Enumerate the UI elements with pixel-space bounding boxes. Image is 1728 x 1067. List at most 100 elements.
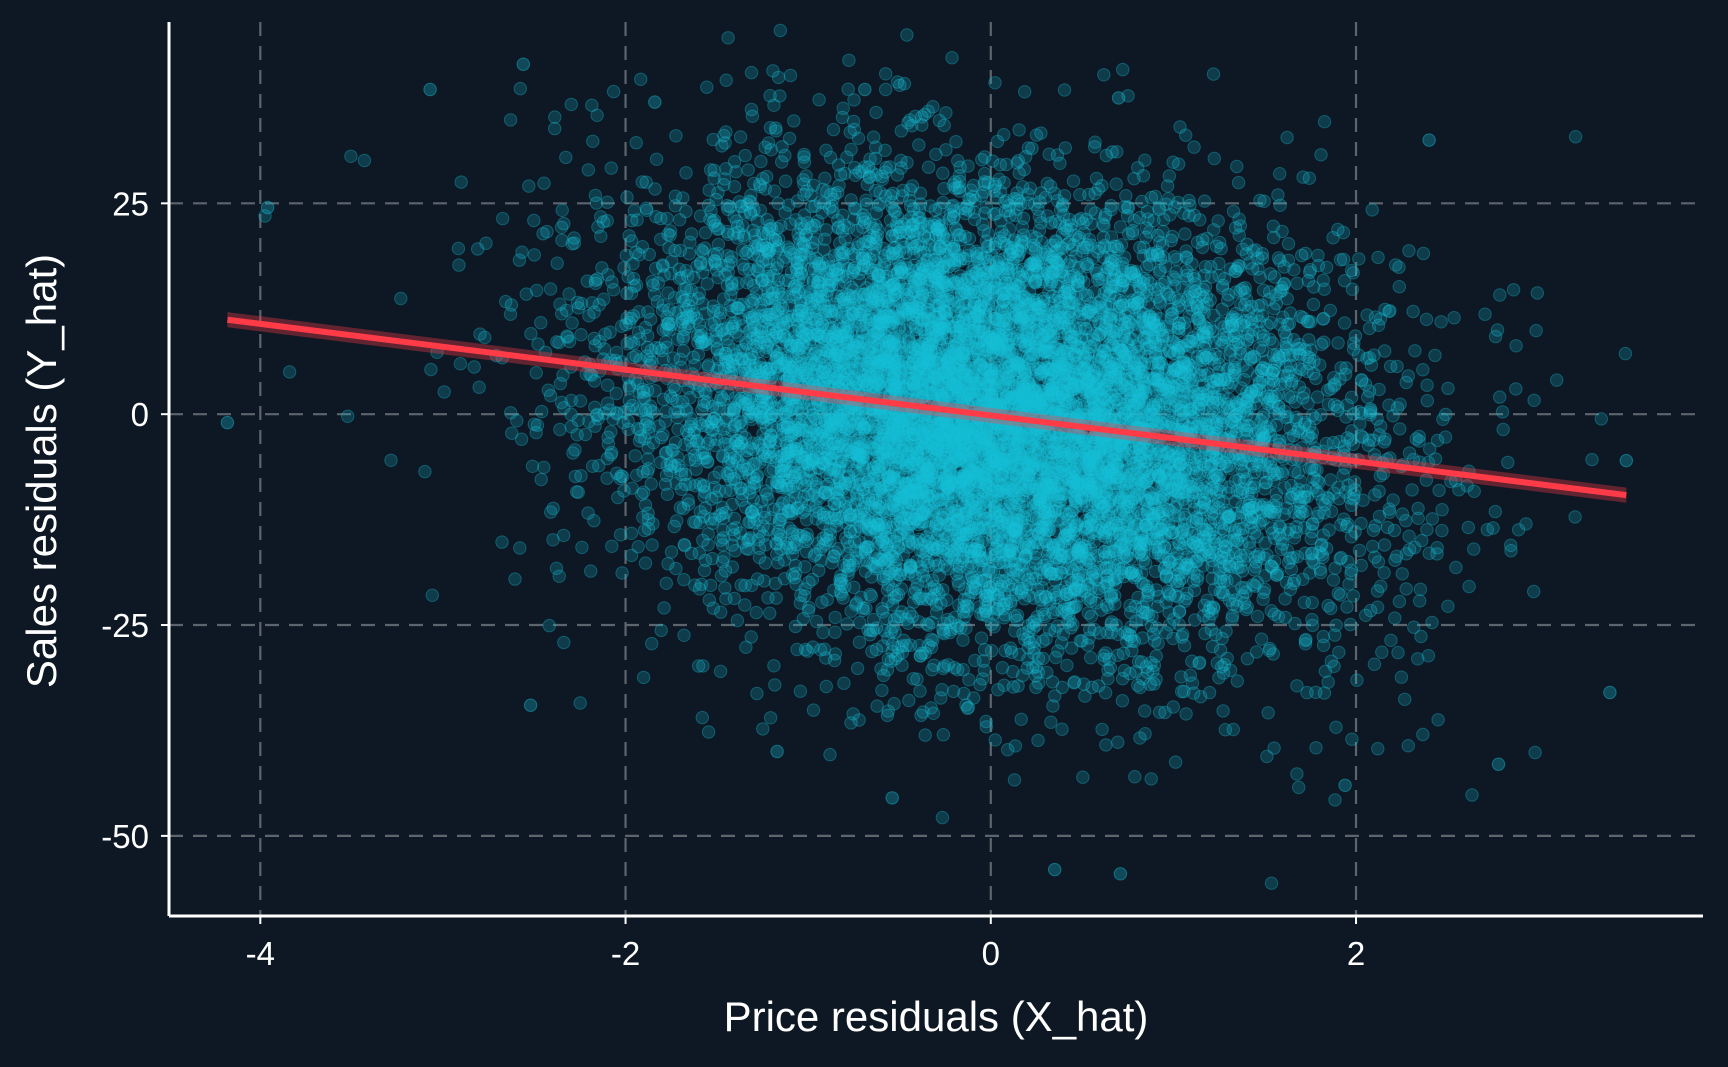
data-point bbox=[867, 361, 881, 375]
data-point bbox=[1432, 483, 1446, 498]
data-point bbox=[751, 369, 766, 383]
data-point bbox=[604, 161, 618, 175]
data-point bbox=[1519, 517, 1533, 531]
data-point bbox=[1329, 720, 1343, 734]
data-point bbox=[934, 307, 948, 321]
data-point bbox=[1043, 596, 1057, 610]
data-point bbox=[1305, 408, 1319, 422]
data-point bbox=[1467, 542, 1481, 556]
data-point bbox=[755, 395, 769, 409]
data-point bbox=[1045, 367, 1059, 381]
data-point bbox=[1025, 479, 1039, 494]
data-point bbox=[1086, 329, 1100, 343]
data-point bbox=[879, 477, 893, 492]
data-point bbox=[878, 329, 892, 344]
data-point bbox=[826, 122, 841, 137]
data-point bbox=[543, 388, 558, 403]
data-point bbox=[889, 455, 903, 469]
data-point bbox=[937, 181, 951, 196]
data-point bbox=[1221, 459, 1236, 473]
data-point bbox=[805, 421, 819, 435]
data-point bbox=[1051, 644, 1065, 658]
data-point bbox=[902, 484, 916, 498]
data-point bbox=[728, 391, 742, 405]
data-point bbox=[1103, 286, 1118, 300]
data-point bbox=[978, 468, 993, 482]
data-point bbox=[800, 527, 814, 541]
data-point bbox=[966, 370, 980, 384]
data-point bbox=[1220, 363, 1235, 377]
data-point bbox=[1002, 198, 1016, 213]
data-point bbox=[1172, 605, 1187, 619]
data-point bbox=[1233, 283, 1248, 298]
data-point bbox=[868, 255, 882, 269]
data-point bbox=[871, 223, 885, 237]
data-point bbox=[503, 113, 518, 127]
data-point bbox=[788, 334, 803, 348]
data-point bbox=[892, 372, 906, 386]
data-point bbox=[1077, 677, 1091, 691]
data-point bbox=[1131, 678, 1145, 692]
data-point bbox=[1112, 396, 1126, 410]
data-point bbox=[869, 358, 884, 373]
data-point bbox=[858, 211, 872, 225]
data-point bbox=[982, 387, 996, 402]
data-point bbox=[1091, 273, 1105, 287]
data-point bbox=[1260, 749, 1274, 764]
data-point bbox=[703, 163, 718, 177]
data-point bbox=[866, 130, 881, 144]
data-point bbox=[1007, 235, 1021, 249]
data-point bbox=[947, 297, 961, 311]
data-point bbox=[726, 354, 740, 369]
data-point bbox=[872, 500, 886, 514]
data-point bbox=[769, 591, 783, 605]
data-point bbox=[676, 332, 690, 346]
data-point bbox=[566, 446, 580, 460]
data-point bbox=[641, 462, 656, 476]
data-point bbox=[1393, 422, 1407, 436]
data-point bbox=[1109, 471, 1123, 485]
data-point bbox=[851, 492, 865, 506]
data-point bbox=[1138, 153, 1152, 167]
data-point bbox=[910, 507, 924, 521]
data-point bbox=[883, 470, 898, 484]
data-point bbox=[1339, 410, 1353, 424]
data-point bbox=[973, 678, 987, 692]
data-point bbox=[1154, 549, 1168, 563]
data-point bbox=[605, 539, 619, 553]
data-point bbox=[553, 422, 567, 437]
data-point bbox=[1390, 359, 1404, 374]
data-point bbox=[645, 636, 659, 651]
data-point bbox=[1257, 498, 1271, 512]
data-point bbox=[1568, 510, 1582, 524]
data-point bbox=[1198, 626, 1212, 641]
data-point bbox=[996, 293, 1011, 307]
data-point bbox=[1128, 770, 1142, 784]
data-point bbox=[1127, 356, 1142, 370]
data-point bbox=[931, 373, 945, 388]
data-point bbox=[932, 493, 947, 507]
data-point bbox=[1010, 353, 1024, 367]
data-point bbox=[627, 204, 642, 218]
data-point bbox=[1087, 285, 1101, 299]
data-point bbox=[1496, 422, 1510, 437]
data-point bbox=[951, 471, 966, 486]
data-point bbox=[815, 317, 829, 332]
data-point bbox=[807, 377, 821, 391]
data-point bbox=[856, 325, 870, 340]
data-point bbox=[1060, 658, 1074, 673]
data-point bbox=[1462, 579, 1476, 594]
data-point bbox=[628, 449, 642, 463]
data-point bbox=[907, 280, 921, 294]
data-point bbox=[882, 446, 896, 460]
data-point bbox=[1321, 598, 1335, 613]
data-point bbox=[1232, 452, 1246, 466]
data-point bbox=[1340, 600, 1354, 614]
data-point bbox=[282, 365, 297, 379]
data-point bbox=[1275, 537, 1290, 551]
data-point bbox=[922, 294, 936, 309]
data-point bbox=[1370, 584, 1385, 598]
data-point bbox=[1089, 412, 1103, 426]
data-point bbox=[995, 661, 1010, 675]
data-point bbox=[932, 228, 947, 242]
